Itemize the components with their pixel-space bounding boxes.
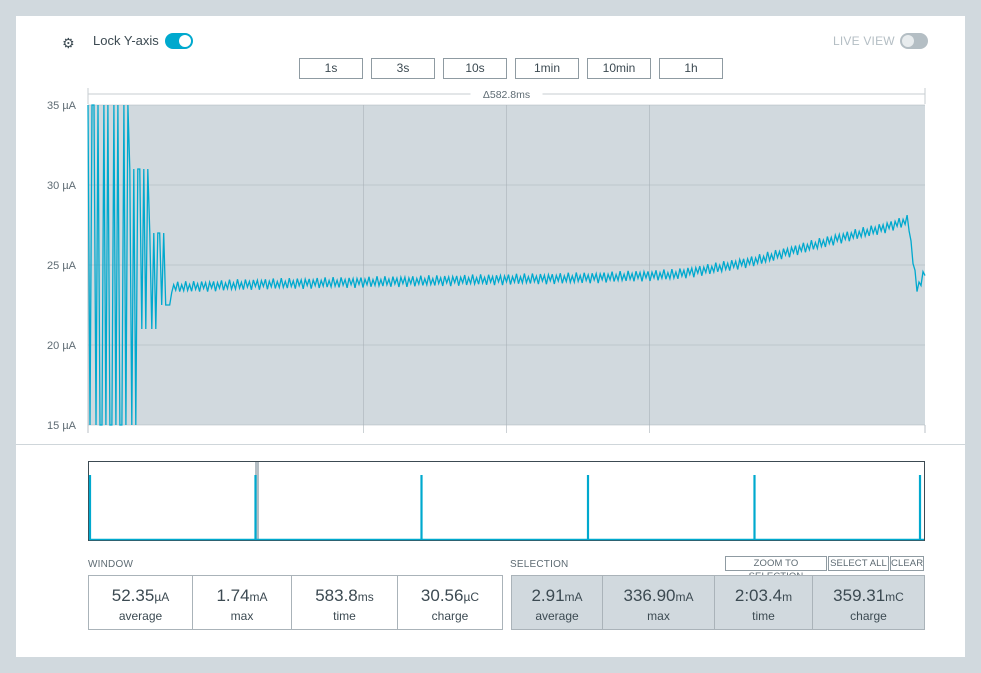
y-tick-label: 35 µA [47, 100, 77, 112]
gear-icon[interactable]: ⚙ [62, 35, 75, 51]
window-average-stat: 52.35µA average [89, 576, 193, 629]
selection-max-stat: 336.90mA max [603, 576, 715, 629]
stat-label: time [752, 609, 775, 623]
stat-value: 30.56 [420, 586, 464, 605]
time-button-10s[interactable]: 10s [443, 58, 507, 79]
y-tick-label: 25 µA [47, 260, 77, 272]
y-tick-label: 30 µA [47, 180, 77, 192]
selection-section-label: SELECTION [510, 559, 569, 570]
stat-label: charge [431, 609, 469, 623]
main-chart[interactable]: Δ582.8ms 35 µA 30 µA 25 µA 20 µA 15 µA [16, 80, 965, 440]
zoom-to-selection-button[interactable]: ZOOM TO SELECTION [725, 556, 827, 582]
stat-label: max [647, 609, 670, 623]
live-view-toggle[interactable] [900, 33, 928, 49]
lock-y-axis-toggle[interactable] [165, 33, 193, 49]
stat-unit: m [782, 590, 793, 604]
selection-charge-stat: 359.31mC charge [813, 576, 924, 629]
stat-value: 52.35 [111, 586, 155, 605]
stat-label: average [118, 609, 163, 623]
stat-unit: µA [154, 590, 170, 604]
delta-label: Δ582.8ms [483, 89, 530, 101]
selection-time-stat: 2:03.4m time [715, 576, 813, 629]
overview-window-marker [255, 462, 259, 540]
time-button-10min[interactable]: 10min [587, 58, 651, 79]
stat-label: max [230, 609, 254, 623]
stat-value: 583.8 [315, 586, 358, 605]
selection-average-stat: 2.91mA average [512, 576, 603, 629]
stat-label: time [333, 609, 356, 623]
delta-label-bg [470, 87, 543, 101]
power-profiler-panel: ⚙ Lock Y-axis LIVE VIEW 1s 3s 10s 1min 1… [16, 16, 965, 657]
stat-label: charge [850, 609, 887, 623]
window-stats: 52.35µA average 1.74mA max 583.8ms time … [88, 575, 503, 630]
window-max-stat: 1.74mA max [193, 576, 292, 629]
stat-unit: mC [885, 590, 904, 604]
stat-value: 2:03.4 [734, 586, 783, 605]
divider [16, 444, 965, 445]
stat-unit: ms [357, 590, 374, 604]
time-button-1s[interactable]: 1s [299, 58, 363, 79]
toggle-knob [179, 35, 191, 47]
y-tick-label: 20 µA [47, 340, 77, 352]
window-time-stat: 583.8ms time [292, 576, 398, 629]
clear-button[interactable]: CLEAR [890, 556, 924, 571]
time-button-1h[interactable]: 1h [659, 58, 723, 79]
toggle-knob [902, 35, 914, 47]
stat-unit: mA [675, 590, 694, 604]
stat-unit: mA [249, 590, 268, 604]
stat-unit: µC [463, 590, 480, 604]
stat-value: 1.74 [216, 586, 250, 605]
y-tick-label: 15 µA [47, 420, 77, 432]
stat-value: 359.31 [833, 586, 886, 605]
time-button-3s[interactable]: 3s [371, 58, 435, 79]
live-view-label: LIVE VIEW [833, 34, 895, 48]
stat-value: 336.90 [623, 586, 676, 605]
stat-label: average [535, 609, 579, 623]
select-all-button[interactable]: SELECT ALL [828, 556, 889, 571]
lock-y-axis-label: Lock Y-axis [93, 33, 159, 48]
overview-chart[interactable] [88, 461, 925, 541]
current-series-line [87, 104, 926, 426]
window-section-label: WINDOW [88, 559, 134, 570]
stat-value: 2.91 [531, 586, 565, 605]
selection-stats: 2.91mA average 336.90mA max 2:03.4m time… [511, 575, 925, 630]
overview-frame [88, 461, 925, 541]
stat-unit: mA [564, 590, 583, 604]
window-charge-stat: 30.56µC charge [398, 576, 502, 629]
time-button-1min[interactable]: 1min [515, 58, 579, 79]
